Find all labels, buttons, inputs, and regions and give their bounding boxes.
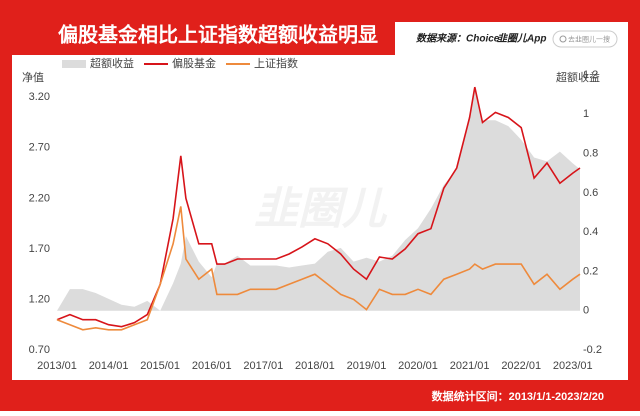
x-tick-label: 2019/01: [347, 360, 387, 372]
search-box[interactable]: [552, 30, 618, 48]
y2-axis-label: 超额收益: [556, 70, 600, 84]
y-tick-label: 2.70: [29, 142, 50, 154]
y-tick-label: 1.20: [29, 293, 50, 305]
x-tick-label: 2016/01: [192, 360, 232, 372]
footer: 数据统计区间：2013/1/1-2023/2/20: [432, 389, 604, 403]
y2-tick-label: 1.2: [583, 69, 598, 81]
watermark: 韭圈儿: [254, 185, 388, 234]
source: 数据来源：Choice: [416, 33, 500, 45]
y-axis-label: 净值: [22, 70, 44, 84]
x-tick-label: 2018/01: [295, 360, 335, 372]
legend-label: 超额收益: [90, 56, 134, 70]
line: [56, 86, 581, 328]
y2-tick-label: 0.8: [583, 147, 598, 159]
search-icon: [559, 35, 567, 43]
legend-label: 上证指数: [254, 56, 298, 70]
x-tick-label: 2013/01: [37, 360, 77, 372]
y2-tick-label: -0.2: [583, 344, 602, 356]
x-tick-label: 2014/01: [89, 360, 129, 372]
x-tick-label: 2015/01: [140, 360, 180, 372]
x-tick-label: 2023/01: [553, 360, 593, 372]
legend-swatch: [62, 60, 86, 68]
y2-tick-label: 0: [583, 305, 589, 317]
legend-label: 偏股基金: [172, 56, 216, 70]
y-tick-label: 2.20: [29, 192, 50, 204]
y2-tick-label: 0.6: [583, 187, 598, 199]
x-tick-label: 2021/01: [450, 360, 490, 372]
search-text[interactable]: 去韭圈儿一搜: [568, 34, 610, 43]
y-tick-label: 1.70: [29, 243, 50, 255]
area: [57, 88, 580, 311]
x-tick-label: 2017/01: [243, 360, 283, 372]
x-tick-label: 2020/01: [398, 360, 438, 372]
chart-title: 偏股基金相比上证指数超额收益明显: [58, 22, 378, 46]
y2-tick-label: 0.4: [583, 226, 598, 238]
y2-tick-label: 0.2: [583, 265, 598, 277]
line: [56, 206, 581, 331]
y-tick-label: 3.20: [29, 91, 50, 103]
logo: 韭圈儿App: [497, 33, 546, 45]
y2-tick-label: 1: [583, 108, 589, 120]
y-tick-label: 0.70: [29, 344, 50, 356]
x-tick-label: 2022/01: [501, 360, 541, 372]
